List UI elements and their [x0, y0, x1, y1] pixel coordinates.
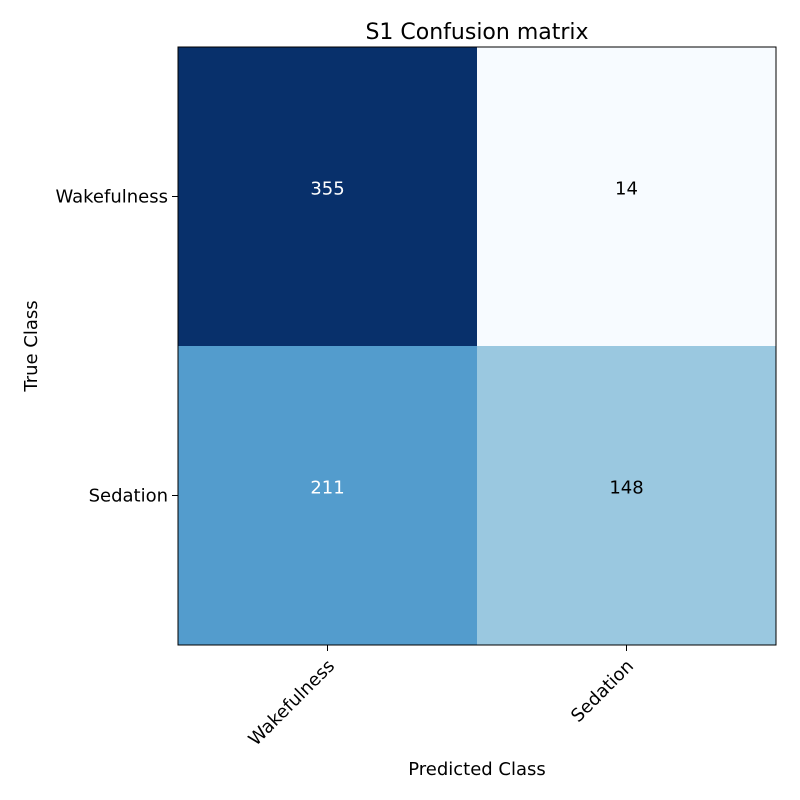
heatmap-cell — [178, 47, 477, 346]
plot-frame — [177, 46, 777, 646]
heatmap-cell — [477, 47, 776, 346]
heatmap-cell — [477, 346, 776, 645]
y-tick-label: Wakefulness — [55, 187, 168, 208]
heatmap-cells: 355 14 211 148 — [178, 47, 776, 645]
y-axis-label: True Class — [21, 300, 42, 392]
heatmap-cell — [178, 346, 477, 645]
cell-value-label: 14 — [615, 179, 638, 200]
x-axis-label: Predicted Class — [408, 759, 546, 780]
y-axis-ticks: Wakefulness Sedation — [55, 187, 178, 507]
chart-title: S1 Confusion matrix — [365, 20, 588, 45]
cell-value-label: 355 — [310, 179, 344, 200]
cell-value-label: 211 — [310, 478, 344, 499]
cell-value-label: 148 — [609, 478, 643, 499]
y-tick-label: Sedation — [89, 486, 168, 507]
